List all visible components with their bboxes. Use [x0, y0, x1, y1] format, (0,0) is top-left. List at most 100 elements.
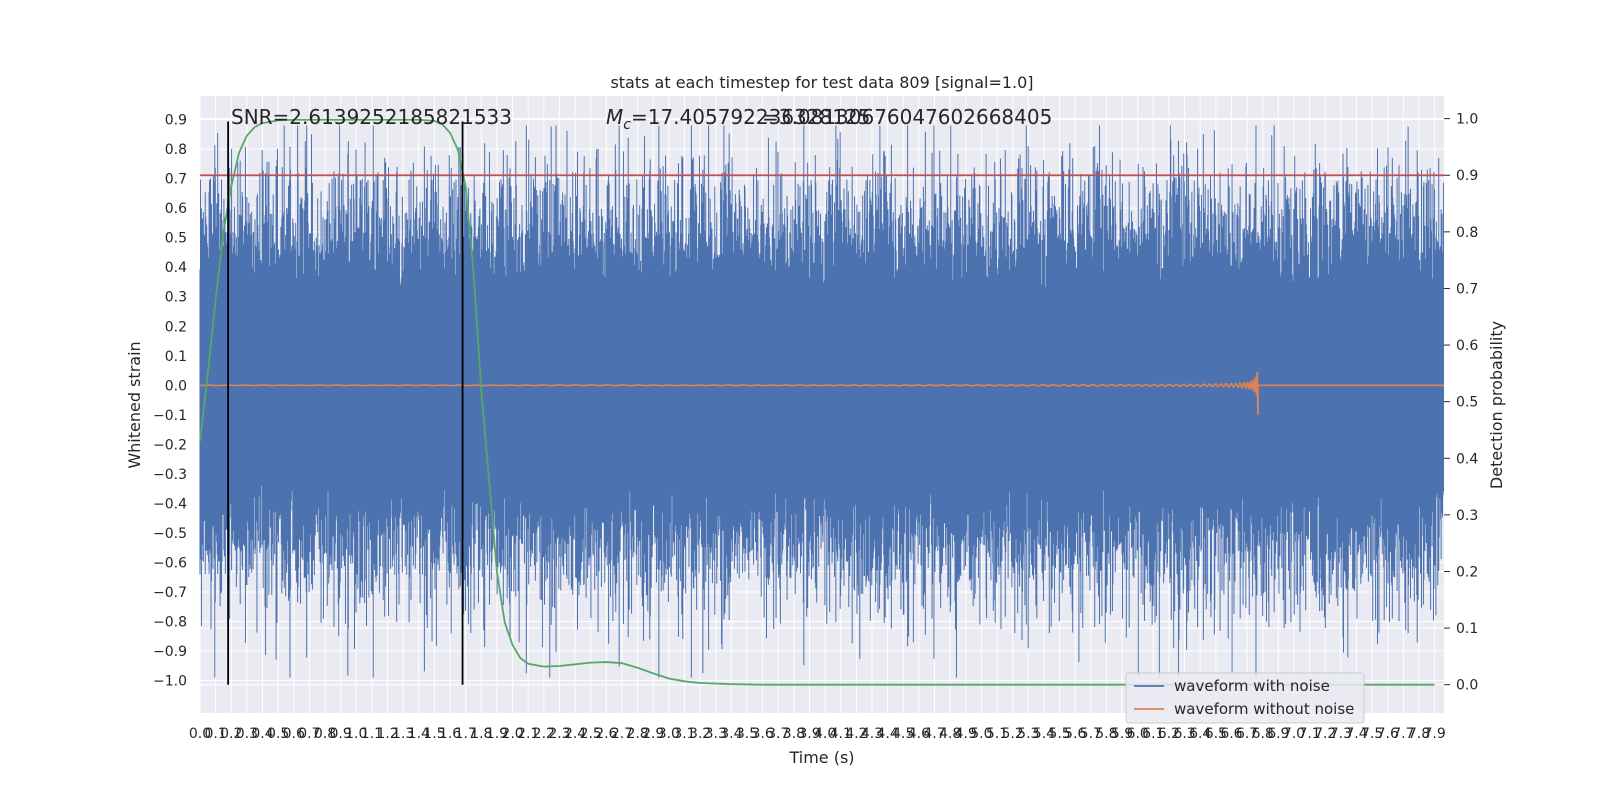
- x-tick-label: 2.3: [548, 726, 570, 742]
- x-tick-label: 7.0: [1283, 726, 1305, 742]
- y-tick-label-right: 0.1: [1456, 621, 1478, 637]
- x-tick-label: 0.6: [283, 726, 305, 742]
- y-axis-label-right: Detection probability: [1487, 321, 1506, 489]
- x-tick-label: 1.4: [408, 726, 430, 742]
- x-tick-label: 1.7: [455, 726, 477, 742]
- x-tick-label: 7.1: [1298, 726, 1320, 742]
- x-tick-label: 7.5: [1361, 726, 1383, 742]
- x-tick-label: 5.5: [1048, 726, 1070, 742]
- x-tick-label: 4.4: [877, 726, 899, 742]
- probability-curve: [199, 118, 1435, 686]
- x-tick-label: 5.0: [970, 726, 992, 742]
- x-tick-label: 4.0: [814, 726, 836, 742]
- x-tick-label: 0.8: [314, 726, 336, 742]
- x-tick-label: 5.9: [1111, 726, 1133, 742]
- y-tick-label-right: 0.5: [1456, 395, 1478, 411]
- y-ticks-left: 0.9 0.8 0.7 0.6 0.5 0.4 0.3 0.2 0.1 0.0 −0.1 −0.2 −0…: [153, 113, 187, 690]
- x-tick-label: 3.3: [705, 726, 727, 742]
- x-tick-label: 2.4: [564, 726, 586, 742]
- legend-box: [1125, 672, 1365, 724]
- clean-waveform: [199, 371, 1444, 415]
- y-tick-label-left: 0.2: [165, 319, 187, 335]
- y-tick-label-left: −0.9: [153, 644, 187, 660]
- x-tick-label: 2.9: [642, 726, 664, 742]
- x-tick-label: 4.3: [861, 726, 883, 742]
- y-tick-label-right: 0.7: [1456, 281, 1478, 297]
- legend: waveform with noise waveform without noi…: [1125, 672, 1365, 724]
- x-tick-label: 5.8: [1095, 726, 1117, 742]
- x-tick-label: 6.0: [1127, 726, 1149, 742]
- snr-annotation: SNR=2.6139252185821533: [231, 105, 512, 129]
- x-tick-label: 3.6: [751, 726, 773, 742]
- y-tick-label-left: −0.7: [153, 585, 187, 601]
- x-tick-label: 7.2: [1314, 726, 1336, 742]
- y-tick-label-left: 0.6: [165, 201, 187, 217]
- y-tick-label-left: −0.4: [153, 496, 187, 512]
- x-tick-label: 4.2: [845, 726, 867, 742]
- x-tick-label: 3.2: [689, 726, 711, 742]
- legend-label-clean: waveform without noise: [1174, 700, 1354, 718]
- chirp-mass-symbol: M: [606, 105, 623, 129]
- y-tick-label-left: 0.9: [165, 113, 187, 129]
- x-tick-label: 5.7: [1080, 726, 1102, 742]
- y-tick-label-right: 0.9: [1456, 168, 1478, 184]
- x-tick-label: 4.6: [908, 726, 930, 742]
- chirp-mass-annotation: Mc=17.405792236328125: [606, 105, 870, 133]
- x-tick-label: 6.8: [1252, 726, 1274, 742]
- y-tick-label-left: 0.7: [165, 172, 187, 188]
- x-tick-label: 6.9: [1267, 726, 1289, 742]
- x-tick-label: 7.6: [1377, 726, 1399, 742]
- y-tick-label-left: 0.5: [165, 231, 187, 247]
- x-tick-label: 3.0: [658, 726, 680, 742]
- noise-series: [199, 125, 1445, 678]
- y-tick-label-left: −0.8: [153, 614, 187, 630]
- x-tick-label: 4.5: [892, 726, 914, 742]
- y-tick-label-left: −0.6: [153, 555, 187, 571]
- y-tick-label-left: −0.5: [153, 526, 187, 542]
- y-tick-label-left: 0.8: [165, 142, 187, 158]
- x-tick-label: 6.3: [1173, 726, 1195, 742]
- x-tick-label: 4.9: [955, 726, 977, 742]
- x-tick-label: 6.7: [1236, 726, 1258, 742]
- overlay-lines: [200, 121, 1444, 685]
- y-tick-label-left: −0.2: [153, 437, 187, 453]
- x-tick-label: 4.1: [830, 726, 852, 742]
- y-tick-label-right: 0.0: [1456, 678, 1478, 694]
- x-tick-label: 0.9: [330, 726, 352, 742]
- x-tick-label: 1.5: [423, 726, 445, 742]
- y-tick-label-left: 0.4: [165, 260, 187, 276]
- x-tick-label: 1.8: [470, 726, 492, 742]
- x-tick-label: 2.2: [533, 726, 555, 742]
- y-tick-label-left: 0.1: [165, 349, 187, 365]
- x-tick-label: 1.9: [486, 726, 508, 742]
- y-tick-label-right: 0.8: [1456, 225, 1478, 241]
- y-tick-label-left: 0.0: [165, 378, 187, 394]
- x-tick-label: 5.3: [1017, 726, 1039, 742]
- x-tick-label: 0.5: [267, 726, 289, 742]
- x-tick-label: 0.7: [298, 726, 320, 742]
- x-tick-label: 6.5: [1205, 726, 1227, 742]
- y-tick-label-right: 1.0: [1456, 112, 1478, 128]
- y-axis-label-left: Whitened strain: [125, 341, 144, 468]
- x-tick-label: 7.8: [1408, 726, 1430, 742]
- x-tick-label: 5.2: [1002, 726, 1024, 742]
- x-tick-label: 5.6: [1064, 726, 1086, 742]
- x-tick-label: 7.4: [1345, 726, 1367, 742]
- y-tick-label-left: −0.3: [153, 467, 187, 483]
- y-tick-label-left: −0.1: [153, 408, 187, 424]
- x-tick-label: 1.6: [439, 726, 461, 742]
- x-tick-label: 3.9: [798, 726, 820, 742]
- y-tick-label-right: 0.3: [1456, 508, 1478, 524]
- x-tick-label: 3.8: [783, 726, 805, 742]
- x-ticks: 0.00.10.20.30.40.50.60.70.80.91.01.11.21…: [189, 726, 1446, 742]
- x-tick-label: 6.2: [1158, 726, 1180, 742]
- x-tick-label: 2.0: [501, 726, 523, 742]
- x-tick-label: 0.4: [251, 726, 273, 742]
- x-tick-label: 2.5: [580, 726, 602, 742]
- x-tick-label: 5.1: [986, 726, 1008, 742]
- x-tick-label: 1.2: [376, 726, 398, 742]
- x-tick-label: 0.0: [189, 726, 211, 742]
- x-tick-label: 5.4: [1033, 726, 1055, 742]
- y-tick-label-right: 0.2: [1456, 564, 1478, 580]
